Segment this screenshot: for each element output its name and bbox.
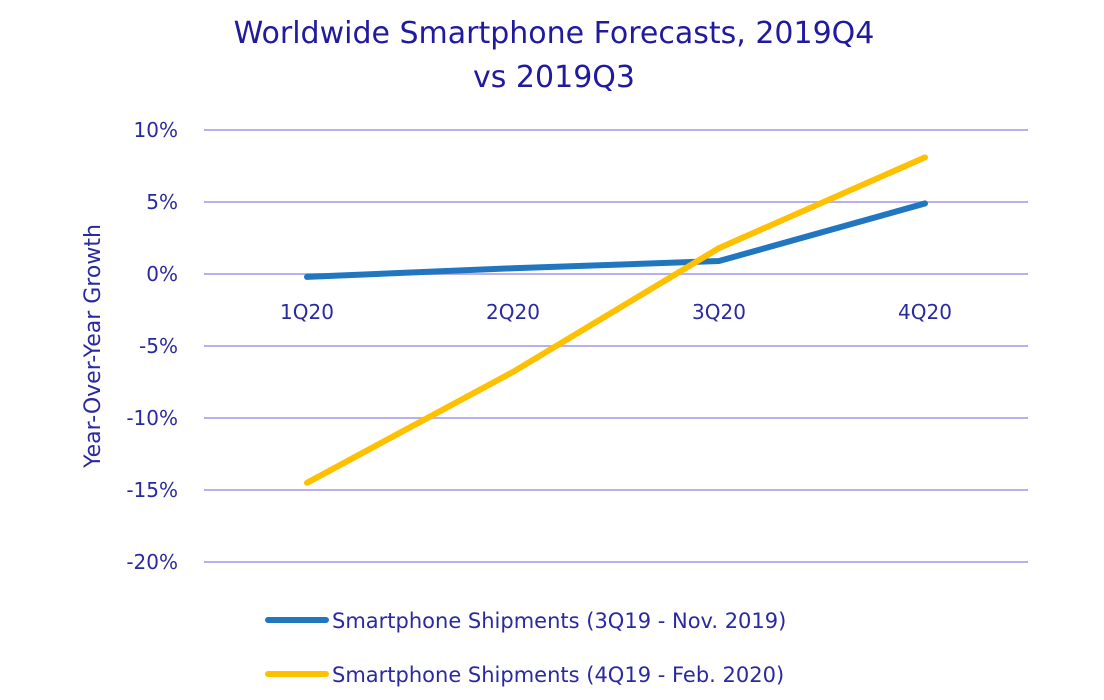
y-tick-labels: 10% 5% 0% -5% -10% -15% -20% [126, 118, 178, 574]
x-tick-label: 3Q20 [692, 300, 746, 324]
y-axis-title: Year-Over-Year Growth [81, 224, 106, 469]
y-tick-label: -10% [126, 406, 178, 430]
legend-label: Smartphone Shipments (3Q19 - Nov. 2019) [332, 609, 786, 633]
y-tick-label: -5% [139, 334, 178, 358]
x-tick-label: 1Q20 [280, 300, 334, 324]
y-tick-label: -20% [126, 550, 178, 574]
legend-label: Smartphone Shipments (4Q19 - Feb. 2020) [332, 663, 784, 687]
chart-title-line-2: vs 2019Q3 [473, 60, 635, 95]
y-tick-label: 5% [146, 190, 178, 214]
x-tick-label: 4Q20 [898, 300, 952, 324]
chart-title: Worldwide Smartphone Forecasts, 2019Q4 v… [0, 12, 1104, 100]
x-tick-labels: 1Q20 2Q20 3Q20 4Q20 [280, 300, 952, 324]
legend-item: Smartphone Shipments (4Q19 - Feb. 2020) [265, 663, 784, 687]
chart-title-line-1: Worldwide Smartphone Forecasts, 2019Q4 [233, 16, 875, 51]
y-tick-label: 10% [134, 118, 178, 142]
y-tick-label: -15% [126, 478, 178, 502]
gridlines [204, 129, 1028, 563]
x-tick-label: 2Q20 [486, 300, 540, 324]
series-line-2 [304, 154, 928, 486]
legend: Smartphone Shipments (3Q19 - Nov. 2019) S… [265, 609, 786, 687]
legend-item: Smartphone Shipments (3Q19 - Nov. 2019) [265, 609, 786, 633]
series-line-1 [304, 200, 928, 280]
y-tick-label: 0% [146, 262, 178, 286]
series-lines [304, 154, 928, 486]
